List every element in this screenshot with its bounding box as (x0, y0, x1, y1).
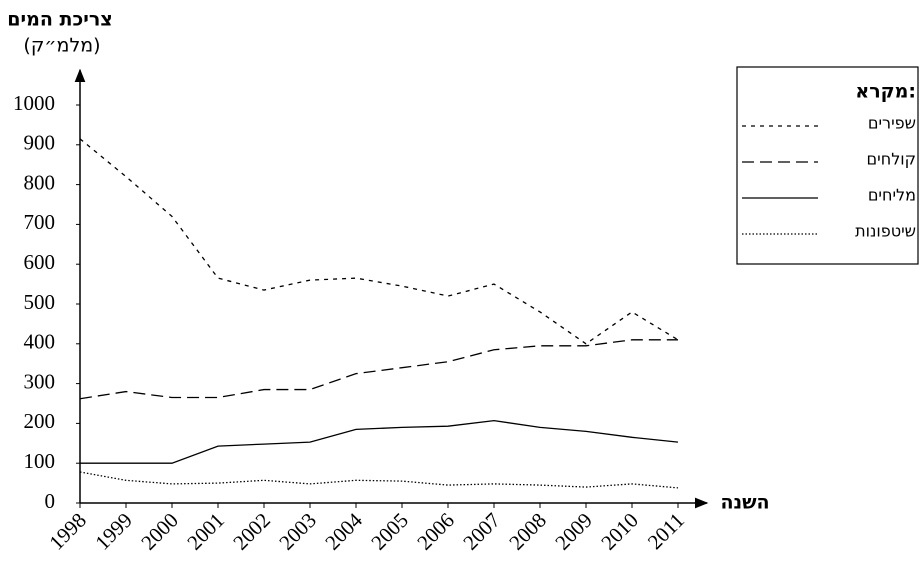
x-tick-label: 2006 (412, 508, 459, 555)
legend-box (736, 66, 919, 265)
y-tick-label: 400 (24, 330, 56, 354)
x-tick-label: 2002 (228, 508, 275, 555)
x-tick-label: 2005 (366, 508, 413, 555)
y-tick-label: 900 (24, 131, 56, 155)
series-line (80, 419, 679, 464)
y-tick-label: 700 (24, 210, 56, 234)
series-line (79, 471, 679, 489)
x-tick-label: 1998 (44, 508, 91, 555)
series-line (79, 339, 678, 400)
y-tick-label: 100 (24, 449, 56, 473)
y-axis-title: צריכת המים (7, 9, 112, 31)
x-tick-label: 2008 (504, 508, 551, 555)
x-tick-label: 1999 (90, 508, 137, 555)
x-tick-label: 2009 (550, 508, 597, 555)
legend-label: שפירים (868, 114, 916, 133)
y-tick-label: 0 (45, 489, 56, 513)
legend-label: קולחים (867, 150, 916, 169)
x-tick-label: 2007 (458, 508, 505, 555)
y-tick-label: 1000 (13, 91, 55, 115)
legend-title: מקרא: (855, 81, 916, 103)
x-tick-label: 2001 (182, 508, 229, 555)
y-axis-unit: (מלמ״ק) (23, 35, 100, 57)
y-tick-label: 300 (24, 369, 56, 393)
x-tick-label: 2000 (136, 508, 183, 555)
x-tick-label: 2004 (320, 508, 367, 555)
y-tick-label: 600 (24, 250, 56, 274)
y-tick-label: 800 (24, 170, 56, 194)
x-tick-label: 2010 (596, 508, 643, 555)
y-tick-label: 200 (24, 409, 56, 433)
legend-label: מליחים (868, 186, 916, 205)
x-axis-title: השנה (720, 492, 769, 514)
series-line (79, 138, 679, 345)
legend-label: שיטפונות (855, 222, 916, 241)
x-tick-label: 2003 (274, 508, 321, 555)
x-tick-label: 2011 (643, 508, 689, 554)
y-tick-label: 500 (24, 290, 56, 314)
